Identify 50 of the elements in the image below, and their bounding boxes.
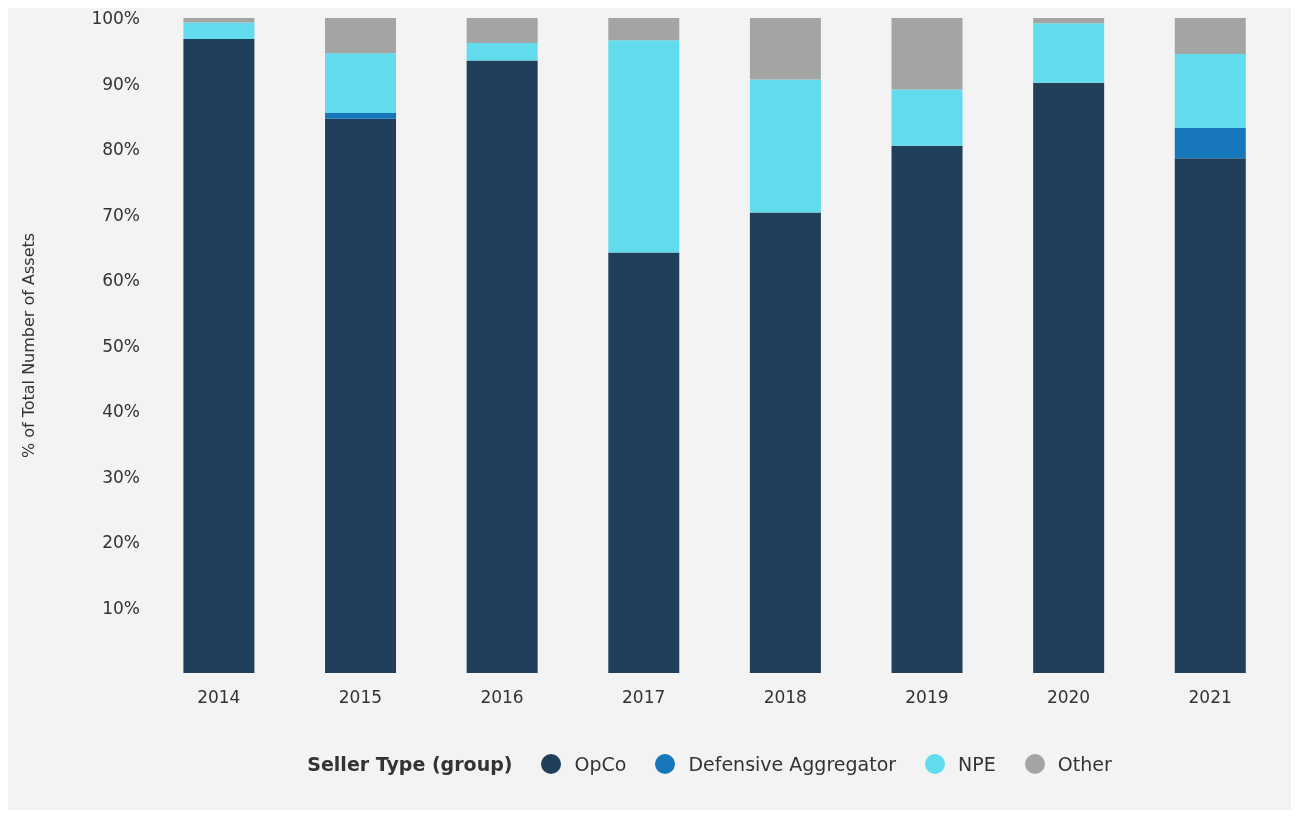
bar [466, 42, 538, 61]
y-tick-label: 80% [102, 139, 140, 160]
legend-label: Other [1056, 753, 1112, 775]
y-tick-label: 10% [102, 597, 140, 618]
bar [1033, 82, 1105, 673]
y-tick-label: 70% [102, 204, 140, 225]
x-tick-label: 2020 [1046, 687, 1091, 708]
x-tick-label: 2014 [197, 687, 241, 708]
bar [1033, 18, 1105, 24]
x-tick-label: 2018 [763, 687, 807, 708]
bar [466, 60, 538, 673]
bar [891, 145, 963, 673]
y-tick-label: 90% [102, 73, 140, 94]
bar [1033, 23, 1105, 83]
bar [1174, 18, 1246, 55]
bar [325, 118, 397, 673]
x-tick-label: 2021 [1188, 687, 1232, 708]
bar [183, 38, 255, 673]
x-tick-label: 2019 [905, 687, 949, 708]
bar [183, 22, 255, 39]
x-tick-label: 2016 [480, 687, 524, 708]
bar [749, 212, 821, 673]
y-axis-title: % of Total Number of Assets [18, 232, 38, 459]
bar [1174, 54, 1246, 129]
bar [891, 18, 963, 90]
x-tick-label: 2015 [338, 687, 383, 708]
bar [891, 89, 963, 146]
bar [608, 252, 680, 673]
y-tick-label: 20% [102, 532, 140, 553]
bar [183, 18, 255, 23]
legend-title: Seller Type (group) [307, 753, 513, 775]
bar [749, 18, 821, 80]
legend-label: OpCo [573, 753, 627, 775]
bar [325, 18, 397, 54]
legend-label: NPE [957, 753, 996, 775]
y-tick-label: 50% [102, 335, 140, 356]
bar [608, 40, 680, 253]
y-tick-label: 30% [102, 466, 140, 487]
y-tick-label: 40% [102, 401, 140, 422]
bar [325, 112, 397, 119]
legend-label: Defensive Aggregator [687, 753, 897, 775]
bar [325, 53, 397, 113]
bar [608, 18, 680, 41]
bar [466, 18, 538, 43]
x-tick-label: 2017 [622, 687, 666, 708]
y-tick-label: 60% [102, 270, 140, 291]
bar [1174, 128, 1246, 159]
bar [749, 79, 821, 213]
y-tick-label: 100% [91, 8, 140, 29]
bar [1174, 158, 1246, 673]
